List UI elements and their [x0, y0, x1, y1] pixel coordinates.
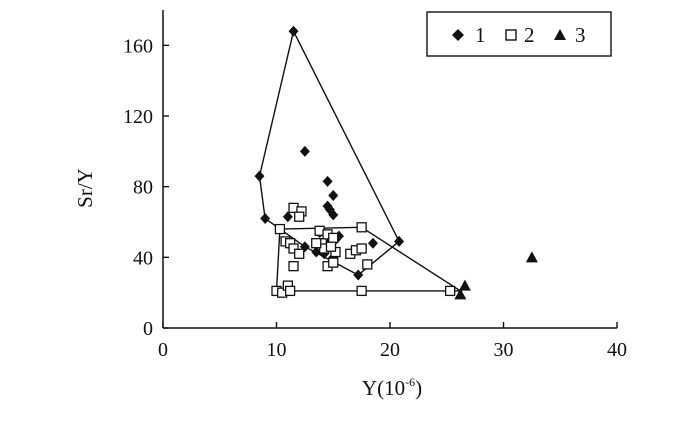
data-point-series-2	[288, 243, 299, 254]
data-point-series-1	[353, 269, 364, 281]
data-point-series-2	[445, 285, 456, 297]
y-tick-label: 0	[143, 318, 153, 340]
data-point-series-2	[284, 285, 296, 297]
legend-label-1: 1	[475, 23, 486, 47]
legend-label-2: 2	[524, 23, 535, 47]
data-point-series-2	[325, 241, 337, 252]
data-point-series-3	[525, 251, 538, 263]
x-tick-label: 10	[267, 339, 287, 361]
legend-diamond-icon	[452, 29, 464, 41]
y-tick-label: 80	[133, 177, 153, 199]
data-point-series-1	[322, 175, 333, 187]
x-axis-title-close: )	[415, 376, 422, 400]
data-point-series-3	[454, 288, 467, 300]
data-point-series-2	[274, 223, 286, 235]
axes: 0 40 80 120 160 0 10 20 30 40	[123, 10, 627, 361]
data-point-series-1	[394, 235, 405, 247]
x-axis-title-sup: -6	[405, 375, 415, 389]
x-tick-label: 0	[158, 339, 168, 361]
y-tick-label: 40	[133, 247, 153, 269]
data-point-series-2	[294, 248, 305, 259]
data-point-series-2	[328, 257, 339, 268]
data-point-series-1	[311, 246, 322, 258]
data-point-series-2	[356, 285, 367, 297]
data-point-series-2	[362, 259, 373, 270]
data-point-series-2	[356, 243, 367, 254]
plot-area	[254, 25, 538, 300]
data-point-series-2	[311, 238, 322, 249]
data-point-series-1	[282, 211, 293, 223]
outline-polygon-2	[275, 226, 463, 292]
data-point-series-1	[367, 237, 378, 249]
data-point-series-1	[254, 170, 265, 182]
data-point-series-2	[356, 222, 367, 233]
legend-triangle-icon	[554, 29, 566, 40]
x-axis-title-main: Y(10	[362, 376, 405, 400]
data-point-series-2	[294, 211, 305, 222]
data-point-series-1	[288, 25, 299, 37]
y-axis-title: Sr/Y	[73, 168, 97, 208]
data-point-series-1	[299, 145, 310, 157]
x-tick-label: 30	[494, 339, 514, 361]
y-tick-label: 120	[123, 106, 153, 128]
x-tick-label: 40	[607, 339, 627, 361]
legend-square-icon	[505, 29, 517, 41]
x-axis-title: Y(10-6)	[362, 375, 422, 400]
y-tick-label: 160	[123, 35, 153, 57]
data-point-series-1	[260, 212, 271, 224]
data-point-series-3	[458, 279, 471, 291]
data-point-series-2	[288, 261, 299, 272]
legend-label-3: 3	[575, 23, 586, 47]
data-point-series-2	[328, 232, 339, 244]
x-tick-label: 20	[380, 339, 400, 361]
legend: 1 2 3	[426, 11, 612, 57]
data-point-series-1	[328, 209, 339, 221]
data-point-series-1	[328, 190, 339, 201]
